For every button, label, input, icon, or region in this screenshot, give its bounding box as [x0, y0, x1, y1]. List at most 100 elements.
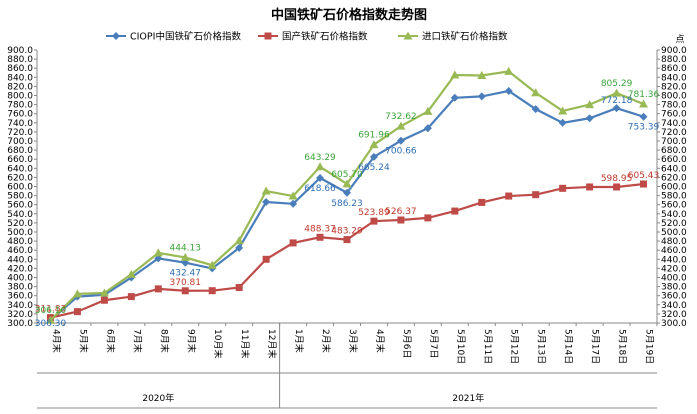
x-tick-label: 3月末 — [347, 329, 359, 353]
y-tick-label: 580.0 — [7, 192, 33, 202]
data-point — [639, 112, 648, 121]
x-tick-label: 7月末 — [131, 329, 143, 353]
legend-swatch-marker — [112, 32, 120, 40]
y-tick-label: 740.0 — [7, 119, 33, 129]
data-point — [531, 88, 541, 97]
y-tick-label-right: 860.0 — [661, 64, 687, 74]
data-point — [477, 70, 487, 79]
y-tick-label-right: 660.0 — [661, 155, 687, 165]
y-tick-label: 320.0 — [7, 310, 33, 320]
data-point — [585, 114, 594, 123]
y-tick-label-right: 900.0 — [661, 46, 687, 56]
data-point — [369, 140, 379, 149]
x-tick-label: 5月19日 — [644, 329, 655, 364]
x-tick-label: 6月末 — [104, 329, 116, 353]
y-tick-label: 800.0 — [7, 92, 33, 102]
y-tick-label: 620.0 — [7, 173, 33, 183]
data-point — [558, 106, 568, 115]
y-tick-label-right: 420.0 — [661, 264, 687, 274]
data-point — [154, 285, 162, 293]
y-tick-label: 640.0 — [7, 164, 33, 174]
x-tick-label: 4月末 — [374, 329, 386, 353]
y-tick-label: 460.0 — [7, 246, 33, 256]
y-tick-label: 840.0 — [7, 73, 33, 83]
data-point — [316, 233, 324, 241]
y-tick-label-right: 360.0 — [661, 292, 687, 302]
data-point — [181, 287, 189, 295]
x-tick-label: 5月13日 — [536, 329, 547, 364]
data-point — [397, 216, 405, 224]
data-label: 665.24 — [358, 163, 390, 173]
data-point — [289, 239, 297, 247]
y-tick-label: 780.0 — [7, 101, 33, 111]
data-point — [72, 289, 82, 298]
x-tick-label: 10月末 — [212, 329, 224, 358]
legend-label: 国产铁矿石价格指数 — [282, 31, 368, 43]
data-label: 370.81 — [170, 278, 202, 288]
y-tick-label-right: 500.0 — [661, 228, 687, 238]
data-point — [234, 236, 244, 245]
data-point — [396, 136, 405, 145]
legend: CIOPI中国铁矿石价格指数 国产铁矿石价格指数 进口铁矿石价格指数 — [106, 31, 508, 43]
y-tick-label-right: 380.0 — [661, 283, 687, 293]
data-point — [559, 184, 567, 192]
y-tick-label-right: 760.0 — [661, 110, 687, 120]
data-label: 643.29 — [304, 153, 336, 163]
series-3 — [45, 66, 649, 324]
data-point — [235, 284, 243, 292]
y-tick-label-right: 560.0 — [661, 201, 687, 211]
data-point — [343, 188, 351, 197]
y-tick-label-right: 880.0 — [661, 55, 687, 65]
data-point — [343, 236, 351, 244]
y-tick-label-right: 520.0 — [661, 219, 687, 229]
data-point — [478, 198, 486, 206]
y-tick-label-right: 820.0 — [661, 82, 687, 92]
data-point — [369, 152, 378, 161]
year-group-label: 2020年 — [142, 392, 174, 404]
x-tick-label: 5月6日 — [401, 329, 412, 358]
data-label: 598.95 — [601, 174, 633, 184]
data-point — [316, 174, 325, 183]
x-tick-label: 4月末 — [50, 329, 62, 353]
data-point — [639, 99, 649, 108]
data-point — [315, 162, 325, 171]
y-tick-label-right: 580.0 — [661, 192, 687, 202]
legend-label: CIOPI中国铁矿石价格指数 — [130, 31, 241, 43]
data-point — [612, 88, 622, 97]
data-point — [73, 308, 81, 316]
data-point — [613, 183, 621, 191]
y-tick-label-right: 440.0 — [661, 255, 687, 265]
y-tick-label-right: 800.0 — [661, 92, 687, 102]
data-point — [396, 121, 406, 130]
y-tick-label: 500.0 — [7, 228, 33, 238]
data-label: 732.62 — [385, 112, 417, 122]
x-tick-label: 12月末 — [266, 329, 278, 358]
y-tick-label: 700.0 — [7, 137, 33, 147]
y-tick-label-right: 620.0 — [661, 173, 687, 183]
data-label: 523.89 — [358, 208, 390, 218]
y-tick-label: 480.0 — [7, 237, 33, 247]
y-tick-label: 860.0 — [7, 64, 33, 74]
data-point — [180, 252, 190, 261]
data-point — [127, 293, 135, 301]
data-label: 753.39 — [628, 123, 660, 133]
y-tick-label-right: 480.0 — [661, 237, 687, 247]
data-point — [235, 243, 244, 252]
y-tick-label-right: 640.0 — [661, 164, 687, 174]
data-label: 781.36 — [628, 90, 660, 100]
y-tick-label-right: 340.0 — [661, 301, 687, 311]
data-label: 700.66 — [385, 147, 417, 157]
data-label: 526.37 — [385, 207, 417, 217]
y-tick-label: 300.0 — [7, 319, 33, 329]
y-tick-label: 600.0 — [7, 183, 33, 193]
y-tick-label-right: 400.0 — [661, 274, 687, 284]
y-tick-label-right: 600.0 — [661, 183, 687, 193]
data-point — [531, 105, 540, 114]
data-point — [450, 93, 459, 102]
y-tick-label-right: 720.0 — [661, 128, 687, 138]
data-point — [640, 180, 648, 188]
data-label: 483.29 — [331, 227, 363, 237]
legend-label: 进口铁矿石价格指数 — [422, 31, 508, 43]
data-label: 586.23 — [331, 199, 363, 209]
